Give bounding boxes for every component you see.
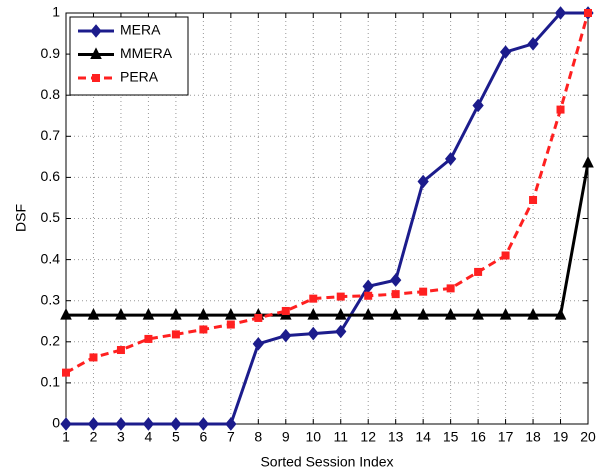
point [334,307,347,320]
legend-label: PERA [120,69,159,85]
y-tick-label: 0.5 [41,209,61,225]
x-tick-label: 11 [333,429,348,445]
point [197,417,210,431]
x-tick-label: 6 [199,429,207,445]
point [444,307,457,320]
x-tick-label: 13 [388,429,404,445]
point [446,284,455,293]
point [89,353,98,362]
point [199,325,208,334]
y-axis-label: DSF [13,204,29,232]
series-line [66,162,590,317]
x-tick-label: 20 [580,429,596,445]
x-tick-label: 4 [145,429,153,445]
y-tick-label: 0.6 [41,168,61,184]
x-tick-label: 19 [553,429,569,445]
x-tick-label: 12 [360,429,376,445]
x-tick-label: 14 [415,429,431,445]
x-tick-label: 15 [443,429,459,445]
legend-marker [90,24,102,38]
point [556,105,565,114]
point [254,313,263,322]
point [390,273,402,287]
point [474,267,483,276]
point [362,307,375,320]
point [225,307,237,320]
point [171,330,180,339]
x-tick-label: 5 [172,429,180,445]
point [115,417,127,431]
point [87,417,100,431]
point [115,307,127,320]
point [309,294,318,303]
point [582,155,594,168]
point [170,417,182,431]
y-tick-label: 0.8 [41,86,61,102]
x-tick-label: 9 [282,429,290,445]
plot-frame [65,12,589,425]
x-tick-label: 2 [90,429,98,445]
point [419,287,428,296]
x-tick-label: 17 [498,429,514,445]
legend-label: MERA [120,22,161,38]
point [584,9,592,17]
point [472,98,484,113]
point [170,307,182,320]
point [364,291,373,300]
legend-label: MMERA [120,45,173,61]
point [307,326,319,341]
y-tick-label: 0.1 [41,374,61,390]
point [499,45,512,59]
y-tick-label: 0.2 [41,333,61,349]
point [417,174,429,189]
y-tick-label: 0.3 [41,291,61,307]
point [281,306,290,315]
point [307,307,320,320]
y-tick-label: 0 [52,415,60,431]
point [197,307,210,320]
point [391,290,400,299]
legend-marker [90,47,102,59]
y-tick-label: 0.9 [41,45,61,61]
point [335,324,347,339]
point [225,417,237,431]
x-tick-label: 7 [227,429,235,445]
point [142,417,155,431]
point [60,307,72,320]
point [444,152,457,166]
x-tick-label: 1 [62,429,70,445]
y-tick-label: 0.7 [41,127,61,143]
point [389,307,402,320]
point [116,346,125,355]
x-tick-label: 16 [470,429,486,445]
x-axis-label: Sorted Session Index [260,454,393,470]
point [529,196,538,205]
x-tick-label: 18 [525,429,541,445]
point [527,37,539,51]
point [501,251,510,260]
point [554,307,567,320]
point [144,334,153,343]
point [527,307,539,320]
x-tick-label: 3 [117,429,125,445]
point [87,307,100,320]
x-tick-label: 8 [254,429,262,445]
y-tick-label: 0.4 [41,250,61,266]
point [336,292,345,301]
legend-marker [92,74,100,82]
x-tick-label: 10 [305,429,321,445]
point [472,307,484,320]
point [226,320,235,329]
point [554,6,567,20]
point [60,417,72,431]
point [62,368,70,377]
point [499,307,512,320]
point [142,307,155,320]
point [417,307,429,320]
series-line [65,12,590,374]
y-tick-label: 1 [52,4,60,20]
point [252,337,264,351]
point [280,328,292,343]
